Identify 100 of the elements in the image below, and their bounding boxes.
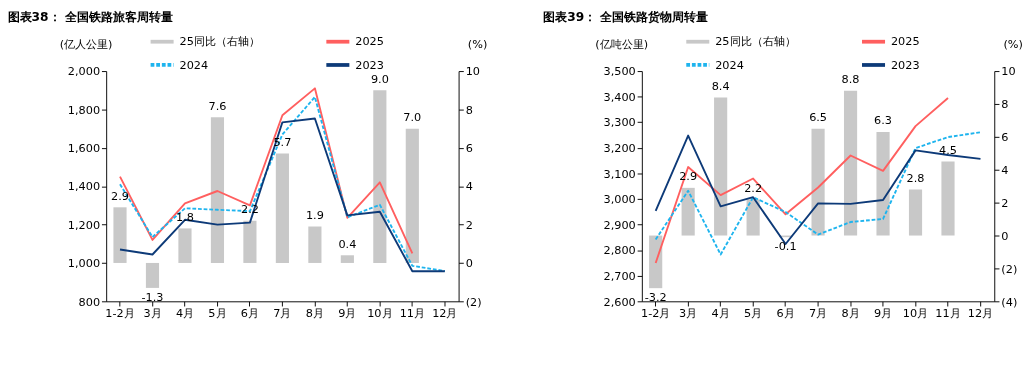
- y-tick-label: 3,000: [603, 193, 636, 207]
- y-tick-label: 3,100: [603, 167, 636, 181]
- y2-tick-label: (2): [1001, 262, 1018, 276]
- x-tick-label: 9月: [338, 306, 357, 320]
- y2-tick-label: 4: [465, 180, 473, 194]
- y-tick-label: 3,400: [603, 90, 636, 104]
- bar: [746, 199, 760, 236]
- y2-tick-label: 0: [1001, 229, 1009, 243]
- data-label: -3.2: [644, 291, 667, 305]
- y2-tick-label: 2: [465, 218, 473, 232]
- x-tick-label: 6月: [240, 306, 260, 320]
- y-tick-label: 1,000: [67, 257, 101, 271]
- y-tick-label: 2,800: [603, 244, 636, 258]
- x-tick-label: 7月: [808, 306, 828, 320]
- x-tick-label: 11月: [935, 306, 961, 320]
- x-tick-label: 7月: [273, 306, 292, 320]
- y-tick-label: 3,500: [603, 65, 636, 79]
- data-label: 6.3: [874, 114, 892, 128]
- y-tick-label: 1,600: [67, 142, 101, 156]
- y-tick-label: 3,200: [603, 142, 636, 156]
- bar: [714, 97, 728, 236]
- y-tick-label: 2,000: [67, 65, 101, 79]
- bar: [941, 161, 955, 236]
- y2-axis-title: (%): [467, 38, 488, 52]
- y-axis-title: (亿吨公里): [595, 38, 649, 52]
- bar: [275, 153, 289, 263]
- y2-tick-label: 10: [465, 65, 481, 79]
- y2-tick-label: 6: [1001, 131, 1009, 145]
- bar: [113, 207, 127, 263]
- legend-label: 2025: [355, 35, 384, 49]
- bar: [908, 189, 923, 236]
- y-tick-label: 1,400: [67, 180, 101, 194]
- data-label: 1.9: [305, 208, 324, 222]
- chart-title: 图表38： 全国铁路旅客周转量: [7, 10, 173, 25]
- bar: [340, 255, 354, 263]
- x-tick-label: 10月: [367, 306, 393, 320]
- data-label: 8.4: [711, 79, 730, 93]
- bar: [681, 187, 695, 236]
- bar: [876, 131, 890, 236]
- data-label: 2.2: [744, 181, 763, 195]
- legend-label: 25同比（右轴）: [715, 35, 796, 49]
- x-tick-label: 3月: [679, 306, 698, 320]
- y2-tick-label: (4): [1001, 295, 1018, 309]
- y-tick-label: 1,800: [67, 103, 101, 117]
- data-label: 7.0: [403, 111, 422, 125]
- x-tick-label: 9月: [873, 306, 893, 320]
- bar: [308, 226, 322, 263]
- x-tick-label: 6月: [776, 306, 795, 320]
- bar: [210, 117, 225, 263]
- y2-tick-label: 8: [1001, 98, 1009, 112]
- legend-label: 2025: [890, 35, 920, 49]
- data-label: 4.5: [939, 144, 957, 158]
- legend-label: 25同比（右轴）: [179, 35, 260, 49]
- y-tick-label: 2,700: [603, 269, 636, 283]
- data-label: 9.0: [370, 72, 389, 86]
- bar: [145, 262, 160, 288]
- y-tick-label: 2,900: [603, 218, 636, 232]
- data-label: 2.8: [906, 171, 925, 185]
- y2-axis-title: (%): [1003, 38, 1023, 52]
- x-tick-label: 8月: [841, 306, 860, 320]
- y2-tick-label: 10: [1001, 65, 1016, 79]
- y2-tick-label: (2): [465, 295, 482, 309]
- y-tick-label: 2,600: [603, 295, 636, 309]
- legend-label: 2023: [890, 58, 920, 72]
- x-tick-label: 11月: [399, 306, 425, 320]
- x-tick-label: 8月: [305, 306, 324, 320]
- chart-title: 图表39： 全国铁路货物周转量: [543, 10, 709, 25]
- bar: [243, 220, 257, 263]
- bar: [405, 128, 419, 263]
- y2-tick-label: 0: [465, 257, 473, 271]
- x-tick-label: 1-2月: [640, 306, 671, 320]
- bar: [843, 90, 858, 236]
- legend-label: 2024: [715, 58, 744, 72]
- y2-tick-label: 6: [465, 142, 473, 156]
- y-tick-label: 3,300: [603, 116, 636, 130]
- x-tick-label: 5月: [744, 306, 763, 320]
- bar: [373, 90, 387, 263]
- x-tick-label: 5月: [208, 306, 227, 320]
- bar: [649, 235, 663, 289]
- y2-tick-label: 4: [1001, 163, 1009, 177]
- bar: [178, 228, 192, 263]
- y2-tick-label: 2: [1001, 196, 1009, 210]
- data-label: 8.8: [841, 73, 860, 87]
- x-tick-label: 1-2月: [105, 306, 135, 320]
- legend-label: 2023: [355, 58, 384, 72]
- x-tick-label: 12月: [967, 306, 994, 320]
- data-label: -0.1: [774, 240, 797, 254]
- y2-tick-label: 8: [465, 103, 473, 117]
- x-tick-label: 4月: [175, 306, 195, 320]
- bar: [811, 128, 825, 236]
- data-label: 6.5: [809, 111, 828, 125]
- data-label: 0.4: [338, 237, 357, 251]
- data-label: 7.6: [208, 99, 227, 113]
- y-tick-label: 800: [78, 295, 101, 309]
- legend-label: 2024: [179, 58, 209, 72]
- x-tick-label: 12月: [432, 306, 458, 320]
- data-label: 2.9: [111, 189, 129, 203]
- x-tick-label: 4月: [711, 306, 730, 320]
- x-tick-label: 3月: [143, 306, 162, 320]
- x-tick-label: 10月: [902, 306, 929, 320]
